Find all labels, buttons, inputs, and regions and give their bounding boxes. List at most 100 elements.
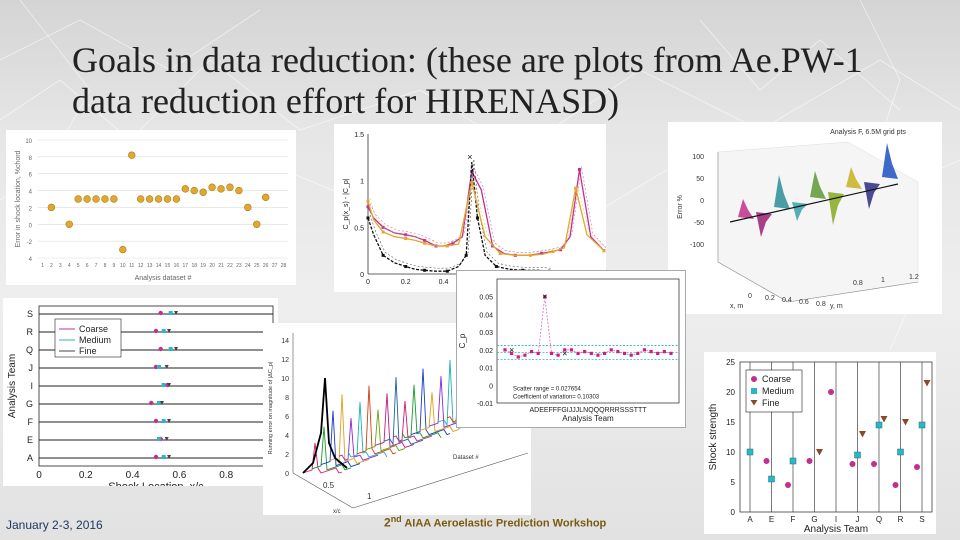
- series-marker: [464, 253, 468, 257]
- data-point: [609, 348, 613, 352]
- marker-fine: [923, 380, 931, 387]
- row-label: F: [28, 417, 34, 427]
- plot-frame: [496, 278, 680, 404]
- x-tick-label: 1: [367, 492, 372, 501]
- data-point: [92, 195, 100, 203]
- y-tick-label: 6: [29, 173, 33, 179]
- z-axis-title: Running error on magnitude of |ΔC_p|: [268, 362, 274, 455]
- x-tick-label: 0.4: [782, 297, 792, 304]
- marker-fine: [174, 347, 179, 351]
- running-error-line: [383, 377, 424, 446]
- marker-medium: [157, 401, 161, 405]
- x-tick-label: S: [919, 515, 924, 524]
- data-point: [101, 195, 109, 203]
- series-marker: [404, 237, 408, 241]
- x-tick-label: 8: [104, 263, 107, 269]
- y-tick-label: 1.5: [354, 132, 364, 139]
- data-point: [669, 351, 673, 355]
- x-tick-label: 0: [748, 293, 752, 300]
- data-point: [181, 185, 190, 193]
- y-tick-label: 5: [731, 478, 736, 487]
- x-tick-labels: ADEEFFFGIJJJLNQQQRRRSSSTTT: [529, 407, 647, 414]
- x-tick-label: 21: [218, 263, 224, 269]
- z-tick-label: -50: [694, 220, 704, 227]
- x-tick-label: 24: [245, 263, 251, 269]
- chart-cp-lines: 0 0.5 1 1.5 0 0.2 0.4 C_p(x_s) - |C_p| ×: [343, 132, 606, 286]
- z-tick-label: 4: [285, 433, 289, 440]
- y-axis-title: y, m: [830, 303, 843, 310]
- data-point: [656, 351, 660, 355]
- chart-shock-strength-panel: A E F G I J Q R S 0 5 10 15 20 25 Analysis Team Shock st…: [704, 352, 936, 534]
- data-point: [74, 195, 82, 203]
- series-marker: [577, 167, 581, 171]
- marker-coarse: [892, 482, 899, 488]
- y-tick-label: 1.2: [909, 274, 919, 281]
- footer-workshop-suffix: nd: [390, 514, 402, 524]
- data-point: [226, 183, 234, 191]
- y-tick-label: 4: [29, 257, 33, 263]
- y-tick-label: -0.01: [477, 401, 493, 408]
- y-axis-title: Analysis Team: [7, 354, 18, 418]
- marker-fine: [164, 437, 169, 441]
- x-tick-label: 0.4: [126, 470, 140, 481]
- data-point: [244, 203, 252, 212]
- marker-coarse: [763, 458, 770, 464]
- x-tick-label: 12: [138, 263, 144, 269]
- data-point: [642, 348, 647, 352]
- series-marker: [602, 249, 606, 253]
- marker-medium: [789, 457, 797, 465]
- y-tick-label: 0.03: [479, 330, 493, 337]
- data-point: [662, 350, 666, 354]
- y-tick-label: 0.5: [354, 225, 364, 232]
- legend-label: Coarse: [79, 324, 108, 334]
- running-error-line: [320, 410, 361, 468]
- marker-coarse: [785, 482, 791, 488]
- z-tick-label: 12: [281, 357, 289, 364]
- series-marker: [381, 230, 385, 234]
- chart-title: Analysis F, 6.5M grid pts: [830, 129, 906, 136]
- data-point: [217, 185, 225, 193]
- y-tick-label: 0.8: [853, 280, 863, 287]
- data-point: [596, 353, 600, 357]
- marker-coarse: [153, 418, 159, 424]
- x-tick-label: 28: [281, 263, 287, 269]
- series-marker: [445, 269, 449, 273]
- running-error-line: [338, 418, 379, 461]
- y-tick-label: 0: [360, 272, 364, 279]
- data-point: [516, 355, 520, 359]
- x-tick-label: 20: [209, 263, 215, 269]
- running-error-line: [410, 368, 451, 436]
- data-point: [163, 195, 172, 203]
- data-point: [616, 350, 620, 354]
- series-marker: [423, 238, 427, 242]
- running-error-line: [392, 400, 433, 442]
- y-tick-label: 10: [25, 139, 32, 145]
- x-tick-label: 6: [86, 263, 89, 269]
- data-point: [83, 195, 91, 203]
- z-axis-title: Error %: [677, 195, 684, 219]
- marker-medium: [157, 437, 161, 441]
- x-tick-label: 0.2: [765, 295, 775, 302]
- y-tick-label: 0.05: [479, 295, 493, 302]
- series-marker: [404, 233, 408, 237]
- running-error-line: [302, 442, 343, 474]
- marker-coarse: [806, 458, 813, 464]
- error-surface: [882, 143, 898, 179]
- error-surface: [828, 192, 844, 225]
- slide-title: Goals in data reduction: (these are plot…: [72, 40, 863, 121]
- z-tick-label: 0: [285, 471, 289, 478]
- x-axis-title: Analysis Team: [804, 524, 868, 534]
- x-tick-label: 0.6: [172, 470, 186, 481]
- marker-medium: [918, 421, 926, 429]
- data-point: [136, 195, 145, 203]
- x-tick-label: 0.8: [816, 301, 826, 308]
- series-marker: [423, 268, 427, 272]
- y-axis-title: C_p: [458, 333, 467, 348]
- series-line: [504, 296, 672, 358]
- data-point: [603, 351, 607, 355]
- x-tick-label: 0.5: [323, 481, 335, 490]
- data-point: [65, 220, 73, 228]
- data-point: [128, 151, 136, 159]
